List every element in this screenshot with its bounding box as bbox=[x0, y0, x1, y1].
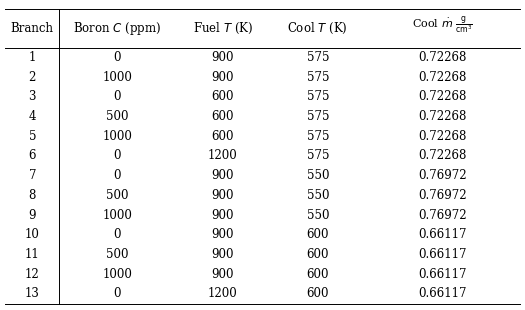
Text: 0.72268: 0.72268 bbox=[418, 51, 467, 64]
Text: 0.72268: 0.72268 bbox=[418, 130, 467, 143]
Text: 1000: 1000 bbox=[102, 71, 132, 84]
Text: 10: 10 bbox=[25, 228, 40, 241]
Text: Cool $T$ (K): Cool $T$ (K) bbox=[288, 21, 348, 36]
Text: 575: 575 bbox=[307, 90, 329, 103]
Text: Cool $\dot{m}$ $\frac{\mathrm{g}}{\mathrm{cm}^3}$: Cool $\dot{m}$ $\frac{\mathrm{g}}{\mathr… bbox=[412, 15, 473, 36]
Text: 900: 900 bbox=[212, 228, 234, 241]
Text: 1000: 1000 bbox=[102, 268, 132, 281]
Text: 12: 12 bbox=[25, 268, 39, 281]
Text: 900: 900 bbox=[212, 189, 234, 202]
Text: 500: 500 bbox=[106, 248, 129, 261]
Text: 0.76972: 0.76972 bbox=[418, 189, 467, 202]
Text: 600: 600 bbox=[307, 248, 329, 261]
Text: 0.72268: 0.72268 bbox=[418, 110, 467, 123]
Text: 1200: 1200 bbox=[208, 149, 237, 162]
Text: 900: 900 bbox=[212, 268, 234, 281]
Text: 900: 900 bbox=[212, 51, 234, 64]
Text: 575: 575 bbox=[307, 71, 329, 84]
Text: 900: 900 bbox=[212, 71, 234, 84]
Text: 13: 13 bbox=[25, 287, 40, 300]
Text: 600: 600 bbox=[212, 90, 234, 103]
Text: 0.76972: 0.76972 bbox=[418, 169, 467, 182]
Text: 600: 600 bbox=[212, 130, 234, 143]
Text: 0.76972: 0.76972 bbox=[418, 209, 467, 222]
Text: 5: 5 bbox=[28, 130, 36, 143]
Text: 0: 0 bbox=[113, 287, 121, 300]
Text: 8: 8 bbox=[28, 189, 36, 202]
Text: 1000: 1000 bbox=[102, 130, 132, 143]
Text: 600: 600 bbox=[307, 287, 329, 300]
Text: Fuel $T$ (K): Fuel $T$ (K) bbox=[193, 21, 253, 36]
Text: 0: 0 bbox=[113, 51, 121, 64]
Text: 0.66117: 0.66117 bbox=[418, 268, 467, 281]
Text: 1200: 1200 bbox=[208, 287, 237, 300]
Text: 550: 550 bbox=[307, 209, 329, 222]
Text: 900: 900 bbox=[212, 248, 234, 261]
Text: 3: 3 bbox=[28, 90, 36, 103]
Text: 2: 2 bbox=[28, 71, 36, 84]
Text: 575: 575 bbox=[307, 130, 329, 143]
Text: 500: 500 bbox=[106, 189, 129, 202]
Text: 550: 550 bbox=[307, 169, 329, 182]
Text: 0: 0 bbox=[113, 169, 121, 182]
Text: 0.72268: 0.72268 bbox=[418, 149, 467, 162]
Text: 600: 600 bbox=[307, 268, 329, 281]
Text: 11: 11 bbox=[25, 248, 39, 261]
Text: 4: 4 bbox=[28, 110, 36, 123]
Text: 0: 0 bbox=[113, 228, 121, 241]
Text: 0.66117: 0.66117 bbox=[418, 287, 467, 300]
Text: 6: 6 bbox=[28, 149, 36, 162]
Text: 575: 575 bbox=[307, 110, 329, 123]
Text: 575: 575 bbox=[307, 149, 329, 162]
Text: 900: 900 bbox=[212, 169, 234, 182]
Text: 600: 600 bbox=[307, 228, 329, 241]
Text: Boron $C$ (ppm): Boron $C$ (ppm) bbox=[73, 20, 161, 37]
Text: 0: 0 bbox=[113, 149, 121, 162]
Text: 575: 575 bbox=[307, 51, 329, 64]
Text: 7: 7 bbox=[28, 169, 36, 182]
Text: 600: 600 bbox=[212, 110, 234, 123]
Text: 0.66117: 0.66117 bbox=[418, 248, 467, 261]
Text: 0: 0 bbox=[113, 90, 121, 103]
Text: 900: 900 bbox=[212, 209, 234, 222]
Text: 1: 1 bbox=[28, 51, 36, 64]
Text: 0.72268: 0.72268 bbox=[418, 90, 467, 103]
Text: 9: 9 bbox=[28, 209, 36, 222]
Text: 500: 500 bbox=[106, 110, 129, 123]
Text: 1000: 1000 bbox=[102, 209, 132, 222]
Text: 0.66117: 0.66117 bbox=[418, 228, 467, 241]
Text: 550: 550 bbox=[307, 189, 329, 202]
Text: Branch: Branch bbox=[10, 22, 54, 35]
Text: 0.72268: 0.72268 bbox=[418, 71, 467, 84]
